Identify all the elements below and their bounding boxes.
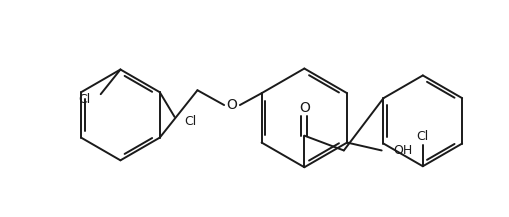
Text: O: O — [298, 101, 309, 115]
Text: Cl: Cl — [416, 130, 428, 143]
Text: Cl: Cl — [78, 93, 91, 106]
Text: OH: OH — [393, 144, 412, 157]
Text: O: O — [226, 98, 237, 112]
Text: Cl: Cl — [184, 115, 196, 128]
